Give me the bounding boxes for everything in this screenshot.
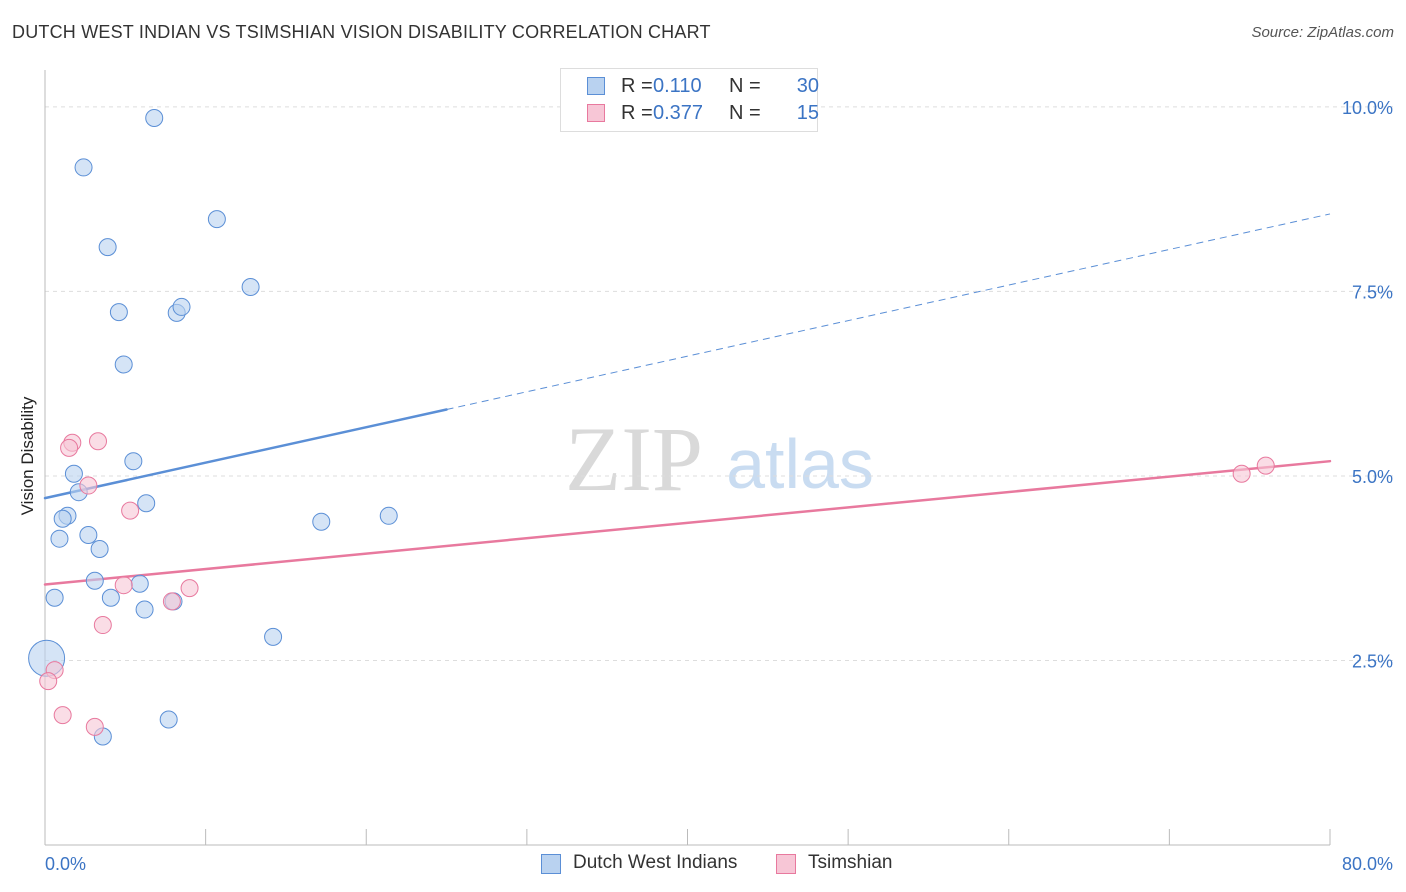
stats-r-value: 0.110 bbox=[653, 75, 702, 97]
point-dutch-west-indians bbox=[241, 278, 260, 296]
y-tick-label: 5.0% bbox=[1352, 467, 1393, 487]
point-tsimshian bbox=[1232, 464, 1251, 483]
point-dutch-west-indians bbox=[90, 540, 109, 559]
point-dutch-west-indians bbox=[124, 452, 143, 471]
trend-extension-dutch-west-indians bbox=[446, 213, 1331, 411]
point-dutch-west-indians bbox=[50, 529, 69, 548]
stats-n-value: 30 bbox=[796, 75, 819, 97]
legend-label-dutch-west-indians: Dutch West Indians bbox=[573, 852, 738, 873]
point-dutch-west-indians bbox=[130, 574, 149, 593]
y-tick-label: 2.5% bbox=[1352, 651, 1393, 671]
point-tsimshian bbox=[114, 576, 133, 595]
point-tsimshian bbox=[180, 579, 199, 598]
axes bbox=[44, 70, 1331, 846]
trend-line-tsimshian bbox=[43, 459, 1332, 586]
legend-label-tsimshian: Tsimshian bbox=[808, 852, 893, 873]
point-dutch-west-indians bbox=[74, 158, 93, 177]
point-dutch-west-indians bbox=[85, 571, 104, 590]
stats-r-value: 0.377 bbox=[653, 102, 704, 124]
point-dutch-west-indians bbox=[64, 464, 83, 483]
point-tsimshian bbox=[1256, 456, 1275, 475]
point-dutch-west-indians bbox=[379, 506, 398, 525]
legend-swatch-tsimshian bbox=[776, 854, 796, 874]
point-dutch-west-indians bbox=[109, 303, 128, 322]
y-tick-label: 10.0% bbox=[1342, 98, 1393, 118]
point-dutch-west-indians bbox=[264, 627, 283, 646]
stats-n-label: N = bbox=[729, 75, 761, 97]
stats-swatch-tsimshian bbox=[587, 104, 605, 122]
point-dutch-west-indians bbox=[79, 526, 98, 544]
point-tsimshian bbox=[60, 438, 79, 457]
x-tick-label: 0.0% bbox=[45, 854, 86, 874]
point-dutch-west-indians bbox=[172, 297, 191, 316]
point-tsimshian bbox=[89, 432, 108, 451]
point-tsimshian bbox=[39, 672, 58, 691]
point-tsimshian bbox=[121, 501, 140, 520]
point-tsimshian bbox=[53, 706, 72, 725]
stats-n-value: 15 bbox=[796, 102, 819, 124]
trend-line-dutch-west-indians bbox=[43, 408, 448, 500]
data-points bbox=[28, 108, 1275, 746]
gridlines bbox=[45, 106, 1395, 661]
stats-r-label: R = bbox=[621, 102, 653, 124]
x-tick-label: 80.0% bbox=[1342, 854, 1393, 874]
point-tsimshian bbox=[162, 592, 181, 611]
point-dutch-west-indians bbox=[53, 509, 72, 528]
point-dutch-west-indians bbox=[45, 588, 64, 607]
point-dutch-west-indians bbox=[114, 355, 133, 374]
point-dutch-west-indians bbox=[207, 210, 226, 229]
point-tsimshian bbox=[93, 616, 112, 635]
watermark-zip: ZIP bbox=[565, 408, 703, 510]
point-dutch-west-indians bbox=[98, 238, 117, 257]
watermark-atlas: atlas bbox=[726, 425, 874, 503]
legend-swatch-dutch-west-indians bbox=[541, 854, 561, 874]
point-dutch-west-indians bbox=[145, 108, 164, 127]
trend-lines bbox=[43, 213, 1332, 586]
stats-n-label: N = bbox=[729, 102, 761, 124]
source-credit[interactable]: Source: ZipAtlas.com bbox=[1251, 24, 1394, 41]
point-dutch-west-indians bbox=[312, 512, 331, 531]
correlation-stats-box: R = 0.110 N = 30 R = 0.377 N = 15 bbox=[560, 68, 819, 132]
stats-r-label: R = bbox=[621, 75, 653, 97]
point-dutch-west-indians bbox=[101, 588, 120, 607]
point-tsimshian bbox=[79, 476, 98, 495]
tick-labels: 2.5% 5.0% 7.5% 10.0% 0.0% 80.0% bbox=[45, 98, 1393, 874]
stats-swatch-dutch-west-indians bbox=[587, 77, 605, 95]
point-tsimshian bbox=[85, 717, 104, 736]
point-dutch-west-indians bbox=[135, 600, 154, 619]
zipatlas-watermark: ZIP atlas bbox=[565, 408, 874, 510]
chart-title: DUTCH WEST INDIAN VS TSIMSHIAN VISION DI… bbox=[12, 22, 711, 42]
point-dutch-west-indians bbox=[137, 494, 156, 513]
point-dutch-west-indians bbox=[159, 710, 178, 729]
y-tick-label: 7.5% bbox=[1352, 282, 1393, 302]
